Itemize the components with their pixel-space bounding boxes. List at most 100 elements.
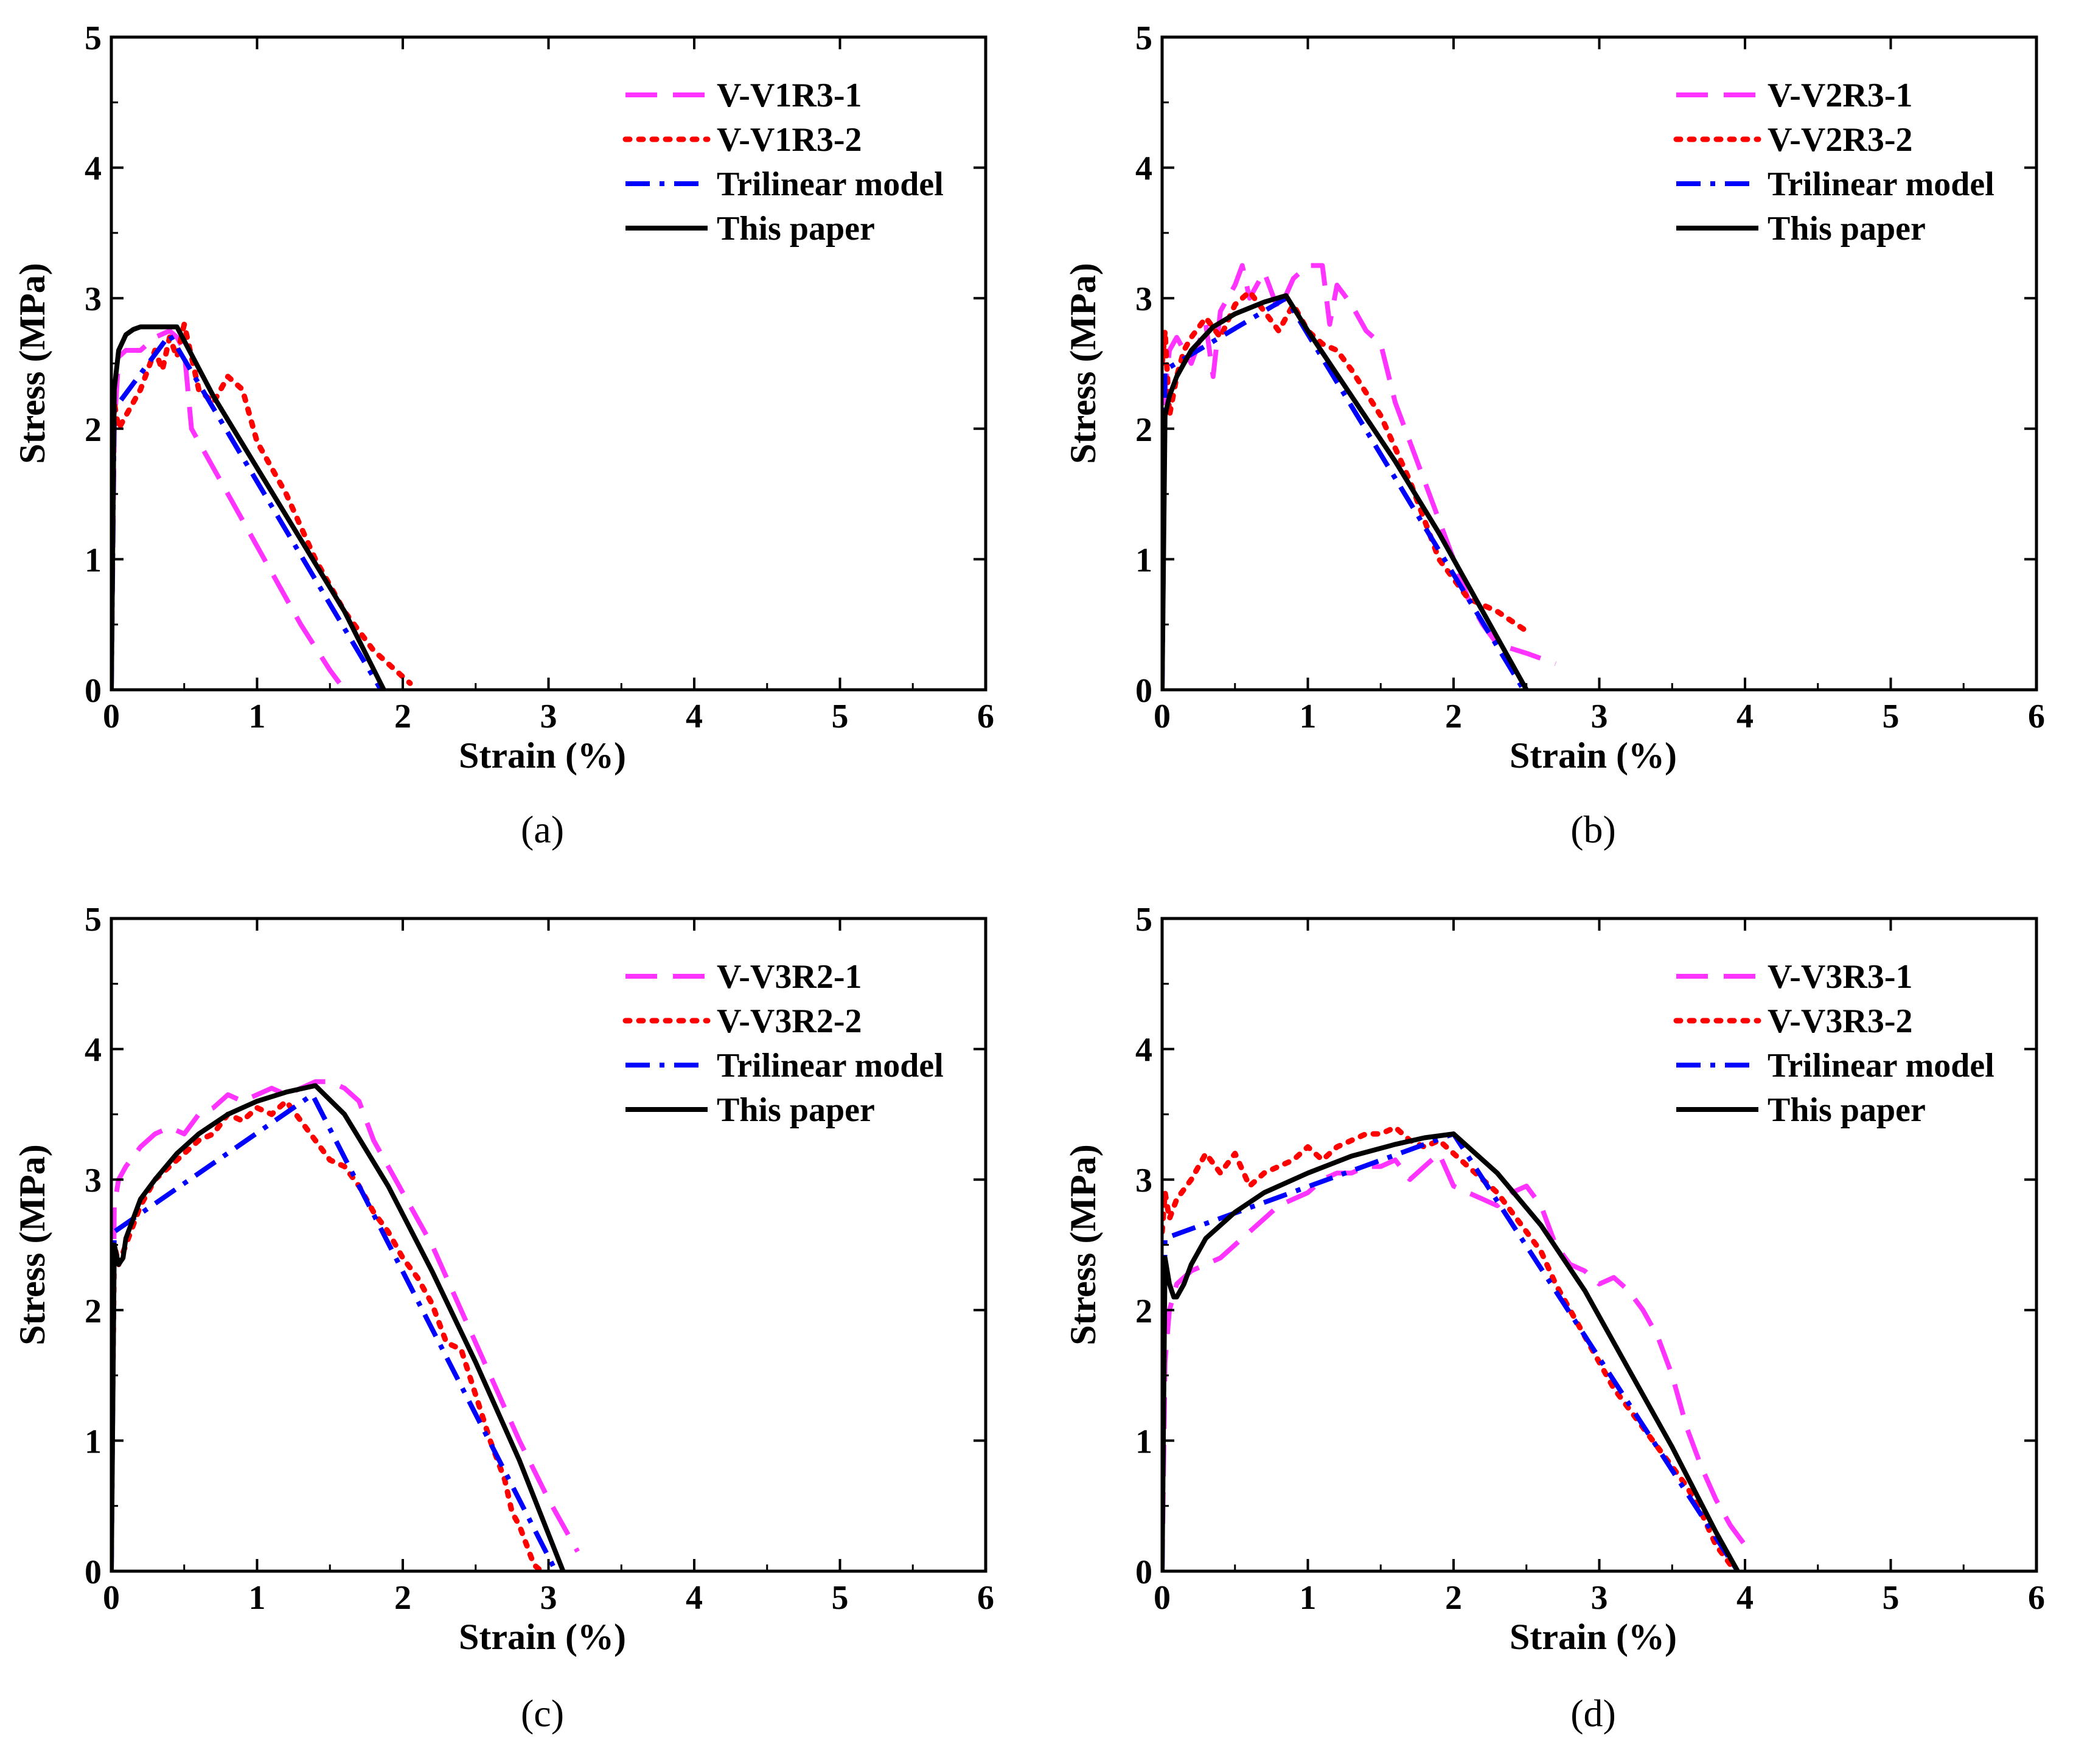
legend: V-V2R3-1 V-V2R3-2 Trilinear model This pape…	[1673, 77, 1994, 248]
legend-label: V-V2R3-1	[1768, 77, 1912, 114]
x-tick-label: 1	[1300, 1579, 1317, 1617]
legend-label: Trilinear model	[717, 1047, 944, 1085]
y-tick-label: 0	[85, 1554, 102, 1591]
y-tick-label: 0	[1135, 672, 1152, 710]
y-tick-label: 1	[85, 1423, 102, 1460]
y-tick-label: 2	[1135, 411, 1152, 449]
y-tick-label: 2	[1135, 1293, 1152, 1330]
series-line-v-v3r2-1	[111, 1079, 580, 1571]
panel-label: (d)	[1570, 1692, 1616, 1735]
legend-label: This paper	[1768, 1091, 1926, 1129]
x-tick-label: 1	[1300, 698, 1317, 735]
x-tick-label: 0	[1154, 698, 1171, 735]
legend-label: Trilinear model	[717, 165, 944, 203]
x-tick-label: 5	[832, 1579, 849, 1617]
legend-label: V-V1R3-2	[717, 121, 862, 159]
y-tick-label: 3	[85, 280, 102, 318]
x-tick-label: 4	[686, 1579, 703, 1617]
x-tick-label: 5	[1883, 698, 1900, 735]
x-tick-label: 3	[540, 698, 557, 735]
y-tick-label: 1	[1135, 1423, 1152, 1460]
x-tick-label: 6	[2028, 1579, 2045, 1617]
x-tick-label: 3	[1591, 1579, 1608, 1617]
x-tick-label: 1	[249, 1579, 266, 1617]
y-tick-label: 5	[1135, 19, 1152, 57]
x-tick-label: 3	[540, 1579, 557, 1617]
y-tick-label: 3	[85, 1162, 102, 1200]
series-line-v-v1r3-2	[111, 321, 413, 686]
legend-label: V-V3R3-1	[1768, 958, 1912, 996]
legend-label: V-V1R3-1	[717, 77, 862, 114]
y-tick-label: 4	[85, 1032, 102, 1069]
chart-panel-b: 0 1 2 3 4 5 6 0 1 2 3 4 5 Strain (%) Stress (MPa) V-V2R…	[1063, 19, 2045, 851]
series-line-v-v3r3-2	[1162, 1124, 1733, 1568]
y-tick-label: 2	[85, 411, 102, 449]
legend-label: Trilinear model	[1768, 1047, 1994, 1085]
y-tick-label: 5	[1135, 901, 1152, 939]
legend-label: This paper	[717, 210, 875, 248]
x-tick-label: 5	[832, 698, 849, 735]
y-tick-label: 4	[1135, 1032, 1152, 1069]
x-axis-title: Strain (%)	[1510, 735, 1677, 776]
series-line-this-paper	[1162, 293, 1529, 690]
x-tick-label: 2	[394, 698, 411, 735]
legend: V-V1R3-1 V-V1R3-2 Trilinear model This pape…	[622, 77, 944, 248]
series-line-v-v1r3-1	[111, 328, 347, 690]
legend: V-V3R3-1 V-V3R3-2 Trilinear model This pape…	[1673, 958, 1994, 1129]
y-axis-title: Stress (MPa)	[12, 263, 52, 464]
x-tick-label: 6	[2028, 698, 2045, 735]
x-tick-label: 5	[1883, 1579, 1900, 1617]
y-axis-title: Stress (MPa)	[12, 1144, 52, 1345]
series-line-trilinear-model	[111, 1092, 559, 1571]
x-tick-label: 1	[249, 698, 266, 735]
y-tick-label: 1	[1135, 541, 1152, 579]
x-tick-label: 4	[686, 698, 703, 735]
y-tick-label: 2	[85, 1293, 102, 1330]
chart-panel-c: 0 1 2 3 4 5 6 0 1 2 3 4 5 Strain (%) Stress (MPa) V-V3R…	[12, 901, 994, 1735]
series-line-v-v2r3-2	[1162, 289, 1530, 634]
y-tick-label: 1	[85, 541, 102, 579]
series-line-trilinear-model	[1162, 1131, 1740, 1571]
legend-label: Trilinear model	[1768, 165, 1994, 203]
legend-label: V-V3R3-2	[1768, 1002, 1912, 1040]
x-tick-label: 6	[977, 1579, 994, 1617]
series-line-this-paper	[111, 1083, 566, 1571]
series-line-this-paper	[1162, 1131, 1740, 1571]
legend-label: This paper	[1768, 210, 1926, 248]
y-tick-label: 4	[85, 150, 102, 188]
series-line-v-v3r2-2	[111, 1098, 544, 1571]
x-tick-label: 0	[1154, 1579, 1171, 1617]
x-axis-title: Strain (%)	[1510, 1617, 1677, 1657]
y-tick-label: 0	[1135, 1554, 1152, 1591]
x-tick-label: 2	[1445, 1579, 1462, 1617]
y-tick-label: 4	[1135, 150, 1152, 188]
y-tick-label: 3	[1135, 1162, 1152, 1200]
chart-panel-d: 0 1 2 3 4 5 6 0 1 2 3 4 5 Strain (%) Stress (MPa) V-V3R…	[1063, 901, 2045, 1735]
x-tick-label: 4	[1736, 698, 1754, 735]
x-tick-label: 2	[1445, 698, 1462, 735]
x-tick-label: 0	[103, 698, 120, 735]
x-tick-label: 6	[977, 698, 994, 735]
x-axis-title: Strain (%)	[459, 1617, 626, 1657]
series-line-trilinear-model	[111, 332, 383, 690]
legend-label: V-V3R2-2	[717, 1002, 862, 1040]
y-tick-label: 3	[1135, 280, 1152, 318]
panel-label: (c)	[521, 1692, 564, 1735]
legend-label: This paper	[717, 1091, 875, 1129]
y-tick-label: 5	[85, 901, 102, 939]
x-tick-label: 2	[394, 1579, 411, 1617]
x-tick-label: 4	[1736, 1579, 1754, 1617]
x-tick-label: 0	[103, 1579, 120, 1617]
series-line-this-paper	[111, 324, 386, 690]
y-axis-title: Stress (MPa)	[1063, 263, 1103, 464]
legend: V-V3R2-1 V-V3R2-2 Trilinear model This pape…	[622, 958, 944, 1129]
x-tick-label: 3	[1591, 698, 1608, 735]
series-line-v-v2r3-1	[1162, 263, 1557, 690]
legend-label: V-V3R2-1	[717, 958, 862, 996]
y-tick-label: 0	[85, 672, 102, 710]
series-line-v-v3r3-1	[1162, 1151, 1754, 1571]
chart-panel-a: 0 1 2 3 4 5 6 0 1 2 3 4 5 Strain (%) Stress (MPa) V-V1R…	[12, 19, 994, 851]
y-tick-label: 5	[85, 19, 102, 57]
y-axis-title: Stress (MPa)	[1063, 1144, 1103, 1345]
panel-label: (a)	[521, 808, 564, 851]
